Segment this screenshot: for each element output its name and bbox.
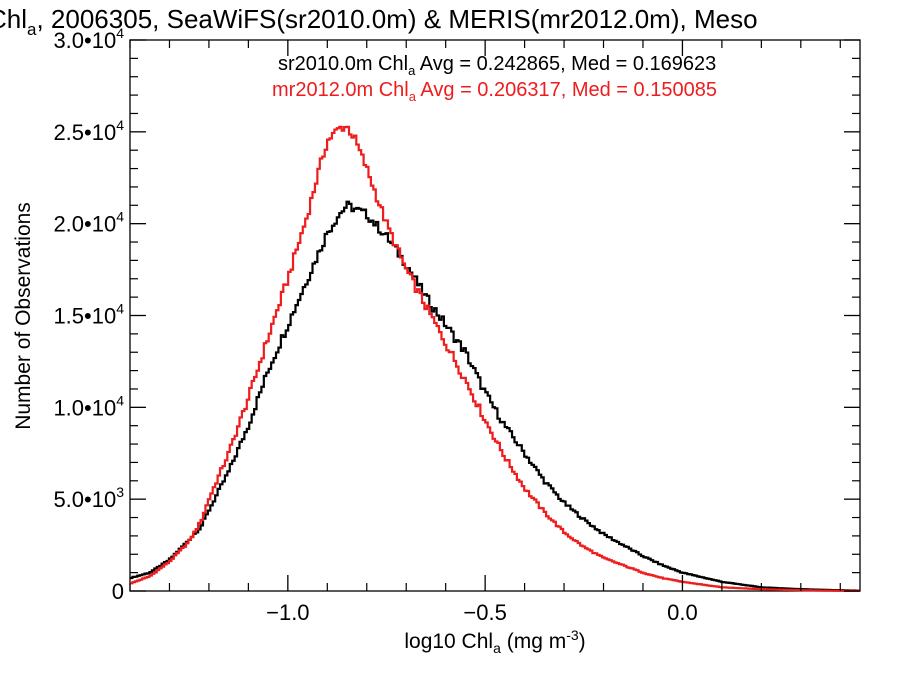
y-tick-exponent: 4 (116, 117, 124, 133)
y-tick-exponent: 4 (116, 209, 124, 225)
tick-layer: −1.0 −0.5 0.005.0•1031.0•1041.5•1042.0•104… (53, 25, 860, 625)
x-tick-label: −1.0 (266, 600, 309, 625)
series-line-mr2012.0m (130, 125, 860, 592)
y-tick-mantissa: 3.0•10 (53, 28, 116, 53)
series-layer (130, 125, 860, 592)
series-line-sr2010.0m (130, 200, 860, 592)
plot-frame (129, 39, 861, 592)
y-tick-exponent: 4 (116, 301, 124, 317)
y-tick-exponent: 3 (116, 484, 124, 500)
y-tick-mantissa: 2.0•10 (53, 212, 116, 237)
x-axis-label: log10 Chla (mg m-3) (404, 627, 585, 656)
y-tick-exponent: 4 (116, 392, 124, 408)
legend-entry-mr2012: mr2012.0m Chla Avg = 0.206317, Med = 0.1… (272, 79, 717, 104)
y-tick-label: 5.0•103 (53, 484, 124, 512)
y-axis-label: Number of Observations (12, 202, 35, 430)
y-tick-label: 1.0•104 (53, 392, 124, 420)
y-tick-label: 0 (112, 579, 124, 604)
y-tick-label: 2.5•104 (53, 117, 124, 145)
y-tick-mantissa: 5.0•10 (53, 487, 116, 512)
y-tick-label: 1.5•104 (53, 301, 124, 329)
x-tick-label: 0.0 (667, 600, 698, 625)
y-tick-label: 2.0•104 (53, 209, 124, 237)
y-tick-exponent: 4 (116, 25, 124, 41)
y-tick-mantissa: 2.5•10 (53, 120, 116, 145)
x-tick-label: −0.5 (463, 600, 506, 625)
y-tick-mantissa: 1.5•10 (53, 304, 116, 329)
y-tick-label: 3.0•104 (53, 25, 124, 53)
chart-title: Chla, 2006305, SeaWiFS(sr2010.0m) & MERI… (0, 4, 758, 39)
legend-entry-sr2010: sr2010.0m Chla Avg = 0.242865, Med = 0.1… (278, 53, 716, 78)
y-tick-mantissa: 1.0•10 (53, 395, 116, 420)
y-tick-mantissa: 0 (112, 579, 124, 604)
